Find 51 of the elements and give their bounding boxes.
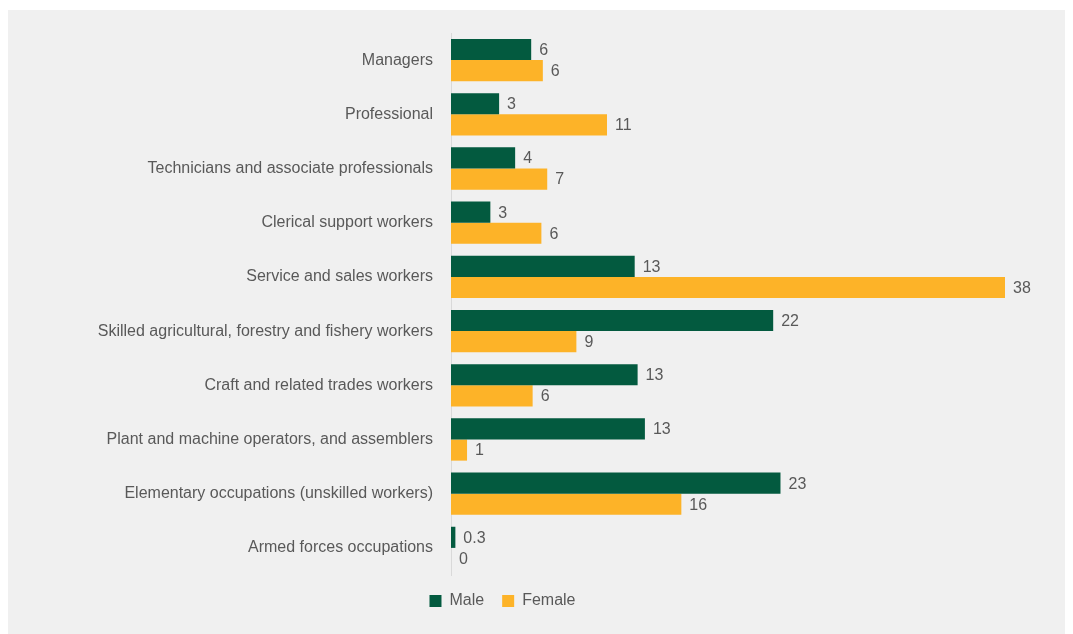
data-label: 22	[781, 311, 800, 329]
y-tick-label: Skilled agricultural, forestry and fishery workers	[97, 321, 433, 339]
data-label: 6	[550, 62, 560, 80]
data-label: 4	[523, 149, 533, 167]
y-tick-label: Managers	[361, 50, 433, 68]
y-tick-label: Plant and machine operators, and assemblers	[106, 429, 433, 447]
bar	[451, 385, 533, 407]
data-label: 38	[1013, 278, 1031, 296]
data-label: 1	[475, 441, 485, 459]
bar	[451, 439, 468, 461]
bar	[451, 114, 607, 136]
bar	[451, 364, 638, 386]
data-label: 6	[540, 387, 550, 405]
data-label: 6	[539, 40, 549, 58]
bar	[451, 276, 1005, 299]
data-label: 0.3	[463, 528, 486, 546]
bar	[451, 418, 645, 440]
data-label: 0	[459, 549, 468, 567]
y-tick-label: Technicians and associate professionals	[147, 158, 433, 176]
bar	[451, 38, 532, 61]
y-tick-label: Professional	[344, 104, 433, 122]
bar	[451, 60, 543, 82]
y-tick-label: Craft and related trades workers	[204, 375, 433, 393]
y-tick-label: Elementary occupations (unskilled workers)	[124, 484, 433, 502]
data-label: 3	[498, 203, 508, 221]
y-tick-label: Service and sales workers	[246, 267, 433, 285]
bar	[451, 331, 577, 353]
data-label: 6	[549, 224, 559, 242]
bar	[451, 526, 456, 548]
bar	[451, 168, 548, 190]
bar	[451, 493, 682, 515]
bar	[451, 255, 635, 277]
bar	[451, 309, 774, 332]
data-label: 11	[614, 116, 632, 134]
legend-label: Female	[522, 591, 576, 609]
bar	[451, 201, 491, 223]
bar	[451, 472, 781, 494]
data-label: 16	[689, 495, 708, 513]
data-label: 23	[788, 474, 807, 492]
y-tick-label: Armed forces occupations	[248, 538, 433, 556]
data-label: 13	[652, 420, 671, 438]
bar	[451, 147, 516, 169]
data-label: 7	[555, 170, 565, 188]
data-label: 3	[507, 95, 517, 113]
legend-label: Male	[449, 591, 485, 609]
data-label: 9	[584, 333, 594, 351]
bar	[451, 222, 542, 244]
y-tick-label: Clerical support workers	[261, 213, 433, 231]
bar	[451, 93, 500, 115]
data-label: 13	[642, 257, 661, 275]
data-label: 13	[645, 366, 664, 384]
